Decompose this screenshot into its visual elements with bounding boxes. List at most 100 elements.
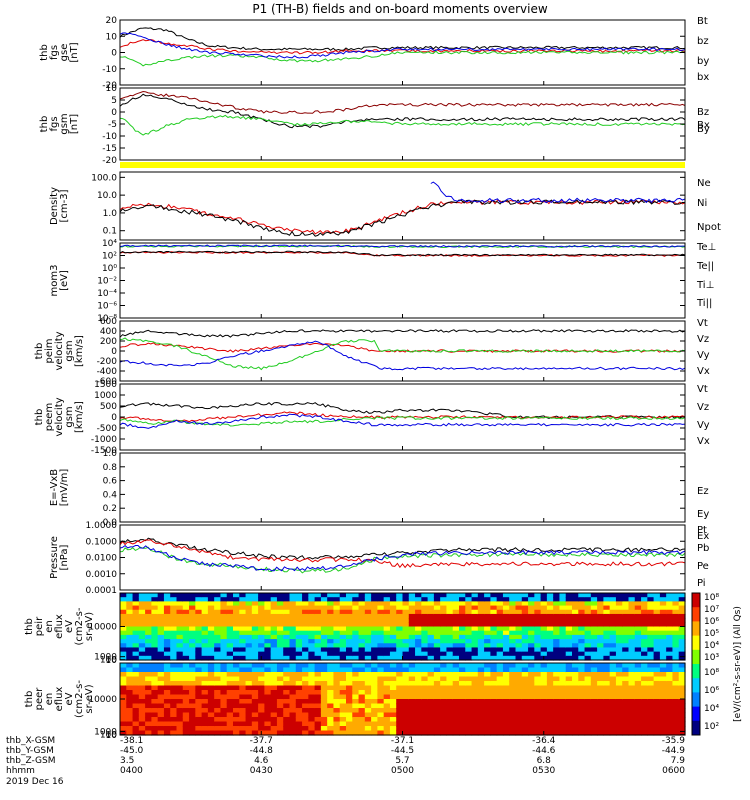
spectrogram-cell [452,601,460,607]
spectrogram-cell [289,647,297,653]
spectrogram-cell [615,593,623,598]
spectrogram-cell [201,643,209,649]
spectrogram-cell [553,622,561,628]
spectrogram-cell [220,676,228,682]
spectrogram-cell [622,703,630,709]
spectrogram-cell [603,643,611,649]
spectrogram-cell [346,597,353,602]
spectrogram-cell [371,663,378,669]
spectrogram-cell [176,630,184,636]
spectrogram-cell [528,726,535,732]
spectrogram-cell [490,593,498,598]
spectrogram-cell [471,630,479,636]
spectrogram-cell [371,694,378,700]
spectrogram-cell [628,655,636,661]
spectrogram-cell [502,730,510,736]
spectrogram-cell [641,712,648,718]
spectrogram-cell [653,672,661,678]
spectrogram-cell [659,613,667,619]
spectrogram-cell [653,618,661,623]
spectrogram-cell [295,694,303,700]
spectrogram-cell [421,613,429,619]
spectrogram-cell [641,694,648,700]
spectrogram-cell [559,726,567,732]
spectrogram-cell [220,681,228,687]
spectrogram-cell [559,630,567,636]
spectrogram-cell [572,618,579,623]
spectrogram-cell [377,593,385,598]
spectrogram-cell [459,634,466,640]
spectrogram-cell [452,699,460,705]
spectrogram-cell [653,593,661,598]
spectrogram-cell [490,690,498,696]
spectrogram-cell [402,609,410,615]
spectrogram-cell [452,593,460,598]
spectrogram-cell [515,605,523,611]
spectrogram-cell [120,651,127,657]
spectrogram-cell [283,609,291,615]
spectrogram-cell [440,601,448,607]
spectrogram-cell [452,667,460,673]
spectrogram-cell [634,712,642,718]
spectrogram-cell [314,681,322,687]
spectrogram-cell [283,630,291,636]
colorbar-tick-label: 10⁸ [704,668,719,678]
spectrogram-cell [145,593,152,598]
spectrogram-cell [659,672,667,678]
spectrogram-cell [176,634,184,640]
spectrogram-cell [276,717,284,723]
spectrogram-cell [509,651,517,657]
spectrogram-cell [415,726,422,732]
spectrogram-cell [553,605,561,611]
spectrogram-cell [245,721,253,727]
spectrogram-cell [496,651,504,657]
spectrogram-cell [339,708,347,714]
spectrogram-cell [446,626,454,632]
spectrogram-cell [270,655,278,661]
spectrogram-cell [502,609,510,615]
panel-frame [119,452,686,523]
spectrogram-cell [440,699,448,705]
spectrogram-cell [245,667,253,673]
spectrogram-cell [364,672,372,678]
spectrogram-cell [383,694,391,700]
spectrogram-cell [220,609,228,615]
spectrogram-cell [163,593,171,598]
spectrogram-cell [201,694,209,700]
spectrogram-cell [509,681,517,687]
spectrogram-cell [270,651,278,657]
spectrogram-cell [302,622,309,628]
spectrogram-cell [666,676,674,682]
spectrogram-cell [553,681,561,687]
spectrogram-cell [120,712,127,718]
spectrogram-cell [377,726,385,732]
spectrogram-cell [364,726,372,732]
spectrogram-cell [339,622,347,628]
y-tick-label: 10 [106,84,118,94]
y-tick-label: 10² [102,252,117,262]
spectrogram-cell [647,605,655,611]
spectrogram-cell [295,699,303,705]
series-Bt-line [119,27,686,51]
spectrogram-cell [207,685,215,691]
spectrogram-cell [584,597,592,602]
spectrogram-cell [509,730,517,736]
series-Pb-line [119,539,686,569]
spectrogram-cell [459,667,466,673]
colorbar-segment [692,607,700,622]
spectrogram-cell [534,685,542,691]
spectrogram-cell [452,651,460,657]
spectrogram-cell [490,655,498,661]
x-axis-row-label: thb_Z-GSM [6,756,55,766]
spectrogram-cell [553,721,561,727]
spectrogram-cell [258,593,265,598]
spectrogram-cell [333,685,341,691]
spectrogram-cell [559,667,567,673]
spectrogram-cell [320,726,328,732]
spectrogram-cell [182,663,190,669]
spectrogram-cell [258,651,265,657]
spectrogram-cell [170,618,178,623]
spectrogram-cell [603,690,611,696]
spectrogram-cell [471,647,479,653]
spectrogram-cell [678,609,686,615]
